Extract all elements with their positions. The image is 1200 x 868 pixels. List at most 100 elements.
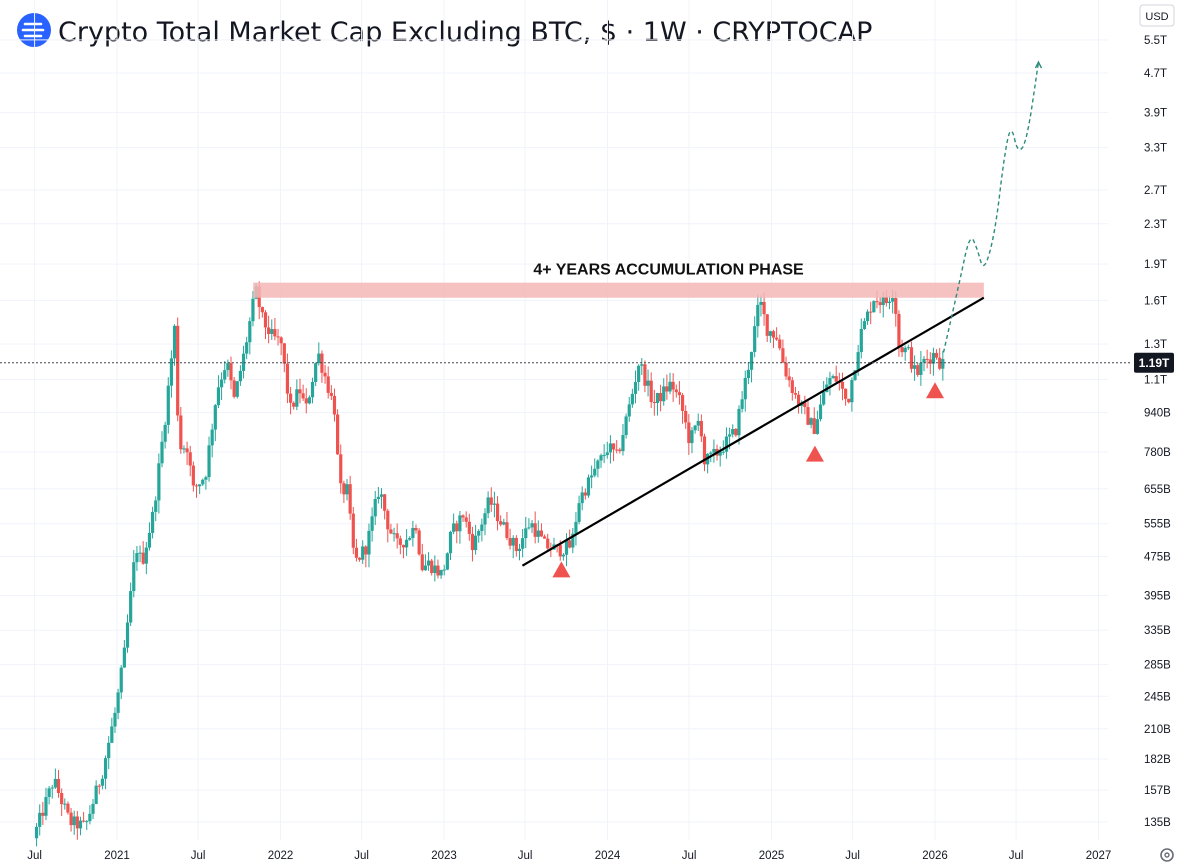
candle-body	[91, 803, 95, 814]
price-tick-label: 940B	[1144, 408, 1171, 420]
candle-body	[364, 546, 368, 555]
candle-body	[323, 372, 327, 377]
candle-body	[129, 591, 133, 623]
candle-body	[931, 352, 936, 364]
candle-body	[473, 535, 478, 551]
candle-body	[828, 378, 832, 385]
chart-title: Crypto Total Market Cap Excluding BTC, $…	[58, 17, 872, 48]
candle-body	[103, 758, 108, 779]
candle-body	[329, 392, 333, 396]
time-axis[interactable]: Jul 2021 Jul 2022 Jul 2023 Jul 2024 Jul 2025 Jul 20…	[27, 850, 1111, 862]
candle-body	[408, 538, 412, 540]
currency-label[interactable]: USD	[1145, 11, 1168, 23]
price-tick-label: 1.1T	[1144, 374, 1167, 386]
candle-body	[85, 821, 89, 823]
candle-body	[179, 415, 183, 450]
candle-body	[938, 357, 942, 369]
support-arrow-icon	[926, 382, 944, 399]
candle-body	[116, 692, 120, 713]
candle-body	[909, 347, 914, 369]
candle-body	[762, 301, 766, 315]
candle-body	[41, 812, 45, 816]
candle-body	[298, 389, 302, 394]
candle-body	[709, 452, 713, 454]
candle-body	[724, 436, 729, 452]
candle-body	[348, 484, 352, 514]
candle-body	[571, 533, 575, 548]
candle-body	[50, 787, 54, 789]
candle-body	[34, 826, 39, 839]
candle-body	[505, 522, 509, 539]
currency-selector[interactable]: USD	[1139, 4, 1175, 27]
candle-body	[646, 380, 650, 386]
candle-body	[815, 419, 819, 434]
candle-body	[97, 785, 101, 787]
candle-body	[590, 475, 594, 478]
candle-body	[897, 313, 901, 348]
time-tick-label: Jul	[1009, 850, 1024, 862]
candle-body	[38, 812, 42, 827]
candle-body	[292, 402, 296, 407]
candle-body	[511, 537, 515, 546]
candle-body	[336, 414, 340, 455]
time-tick-label: Jul	[27, 850, 42, 862]
support-arrow-icon	[805, 445, 824, 462]
currency-selector-box[interactable]	[1139, 4, 1175, 27]
candle-body	[721, 451, 725, 453]
candle-body	[878, 302, 882, 306]
candle-body	[771, 331, 776, 338]
candle-body	[524, 528, 528, 539]
candle-body	[671, 381, 675, 390]
candle-body	[342, 483, 346, 495]
projection-arrowhead-icon	[1034, 60, 1043, 69]
candle-body	[593, 468, 597, 476]
candle-body	[216, 387, 221, 406]
gear-inner[interactable]	[1164, 852, 1170, 858]
candle-body	[141, 552, 145, 564]
candle-body	[702, 436, 707, 465]
candle-body	[790, 380, 794, 394]
candle-body	[426, 560, 431, 566]
candle-body	[389, 529, 393, 534]
price-tick-label: 335B	[1144, 625, 1171, 637]
annotations: 4+ YEARS ACCUMULATION PHASE	[0, 60, 1132, 578]
candle-body	[865, 311, 870, 322]
candle-body	[345, 484, 349, 495]
gear-icon[interactable]	[1160, 848, 1174, 862]
price-tick-label: 1.6T	[1144, 295, 1167, 307]
candle-body	[267, 327, 271, 334]
candle-body	[881, 296, 885, 306]
candle-body	[470, 533, 475, 551]
candle-body	[248, 321, 252, 343]
price-tick-label: 395B	[1144, 590, 1171, 602]
candle-body	[404, 539, 409, 548]
candle-body	[169, 358, 174, 386]
price-tick-label: 5.5T	[1144, 35, 1167, 47]
candle-body	[182, 448, 186, 450]
candle-body	[251, 298, 255, 322]
candle-body	[561, 554, 565, 557]
candlesticks	[34, 281, 945, 847]
candle-body	[887, 301, 892, 304]
candle-body	[82, 820, 86, 822]
candle-body	[659, 392, 663, 402]
price-axis[interactable]: 5.5T 4.7T 3.9T 3.3T 2.7T 2.3T 1.9T 1.6T 1.3T 1.1T…	[1134, 35, 1174, 829]
candle-body	[144, 547, 148, 564]
candle-body	[430, 560, 434, 574]
candle-body	[662, 386, 666, 402]
candle-body	[392, 533, 396, 535]
candle-body	[69, 812, 73, 826]
gear-outer[interactable]	[1160, 848, 1174, 862]
candle-body	[533, 523, 537, 537]
candle-body	[640, 364, 644, 366]
candle-body	[398, 538, 402, 545]
candle-body	[480, 524, 484, 531]
candle-body	[891, 298, 895, 302]
candle-body	[583, 492, 587, 496]
candle-body	[615, 449, 619, 451]
logo-lines	[21, 22, 45, 38]
candle-body	[775, 337, 779, 340]
candle-body	[486, 497, 490, 514]
price-tick-label: 3.9T	[1144, 107, 1167, 119]
